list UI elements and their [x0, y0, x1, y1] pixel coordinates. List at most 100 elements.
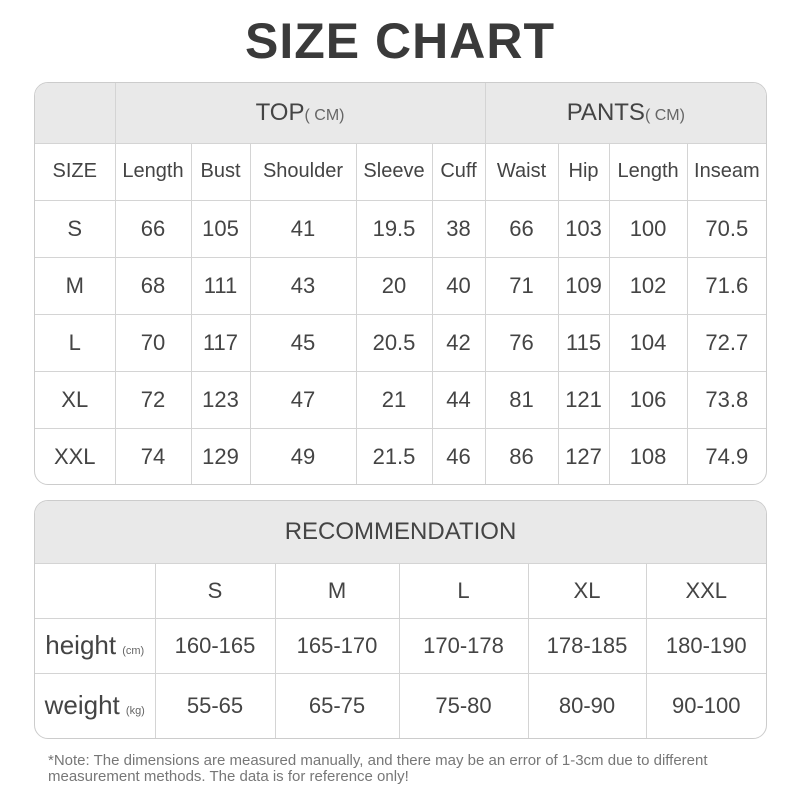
table-row: XXL 74 129 49 21.5 46 86 127 108 74.9	[35, 427, 766, 484]
table-cell: 47	[249, 370, 357, 429]
table-cell: 21.5	[355, 427, 433, 484]
table-cell: 109	[557, 256, 610, 315]
row-label: weight (kg)	[35, 672, 156, 738]
table-cell: 42	[431, 313, 486, 372]
recommendation-table: RECOMMENDATION S M L XL XXL height (cm) 160-16…	[34, 500, 767, 739]
table-cell: 21	[355, 370, 433, 429]
table-cell: 102	[608, 256, 688, 315]
table-cell: 121	[557, 370, 610, 429]
table-cell: 160-165	[154, 617, 276, 674]
table-cell: 71	[484, 256, 559, 315]
column-header-row: SIZE Length Bust Shoulder Sleeve Cuff Waist Hip…	[35, 142, 766, 201]
table-cell: 19.5	[355, 199, 433, 258]
table-cell: 65-75	[274, 672, 400, 738]
table-cell: 80-90	[527, 672, 647, 738]
row-label-text: weight	[44, 690, 120, 721]
table-cell: 66	[484, 199, 559, 258]
column-header: Waist	[484, 142, 559, 201]
group-label: TOP	[255, 98, 305, 126]
table-cell: 74.9	[686, 427, 766, 484]
table-cell: 44	[431, 370, 486, 429]
table-cell: 70.5	[686, 199, 766, 258]
table-cell: 81	[484, 370, 559, 429]
table-cell: 74	[114, 427, 192, 484]
size-label: XXL	[35, 427, 116, 484]
table-cell: 115	[557, 313, 610, 372]
table-cell: 117	[190, 313, 251, 372]
group-header-top: TOP( CM)	[114, 83, 486, 143]
column-header: Inseam	[686, 142, 766, 201]
size-header-row: S M L XL XXL	[35, 562, 766, 619]
group-label: PANTS	[566, 98, 645, 126]
group-unit: ( CM)	[304, 106, 345, 124]
corner-cell	[35, 83, 116, 143]
table-cell: 123	[190, 370, 251, 429]
table-cell: 41	[249, 199, 357, 258]
table-cell: 71.6	[686, 256, 766, 315]
table-cell: 106	[608, 370, 688, 429]
table-cell: 178-185	[527, 617, 647, 674]
size-header: M	[274, 562, 400, 619]
table-cell: 105	[190, 199, 251, 258]
table-cell: 49	[249, 427, 357, 484]
row-label-text: height	[45, 630, 117, 660]
table-cell: 68	[114, 256, 192, 315]
table-cell: 170-178	[398, 617, 529, 674]
row-unit: (cm)	[122, 645, 145, 657]
size-header: XXL	[645, 562, 766, 619]
table-cell: 46	[431, 427, 486, 484]
table-cell: 40	[431, 256, 486, 315]
size-header: XL	[527, 562, 647, 619]
corner-cell	[35, 562, 156, 619]
recommendation-title: RECOMMENDATION	[35, 501, 766, 563]
table-cell: 165-170	[274, 617, 400, 674]
table-row: XL 72 123 47 21 44 81 121 106 73.8	[35, 370, 766, 429]
column-header: Cuff	[431, 142, 486, 201]
column-header: Shoulder	[249, 142, 357, 201]
table-cell: 104	[608, 313, 688, 372]
row-unit: (kg)	[125, 705, 145, 718]
column-header: SIZE	[35, 142, 116, 201]
table-cell: 129	[190, 427, 251, 484]
column-header: Sleeve	[355, 142, 433, 201]
table-cell: 20.5	[355, 313, 433, 372]
column-header: Length	[608, 142, 688, 201]
table-cell: 103	[557, 199, 610, 258]
table-cell: 38	[431, 199, 486, 258]
table-cell: 73.8	[686, 370, 766, 429]
table-row: S 66 105 41 19.5 38 66 103 100 70.5	[35, 199, 766, 258]
table-cell: 72	[114, 370, 192, 429]
group-header-pants: PANTS( CM)	[484, 83, 766, 143]
table-cell: 20	[355, 256, 433, 315]
table-cell: 86	[484, 427, 559, 484]
table-cell: 70	[114, 313, 192, 372]
size-header: L	[398, 562, 529, 619]
table-cell: 127	[557, 427, 610, 484]
row-label: height (cm)	[35, 617, 156, 674]
table-cell: 111	[190, 256, 251, 315]
column-header: Length	[114, 142, 192, 201]
table-cell: 108	[608, 427, 688, 484]
table-cell: 55-65	[154, 672, 276, 738]
table-cell: 100	[608, 199, 688, 258]
table-cell: 180-190	[645, 617, 766, 674]
recommendation-row: weight (kg) 55-65 65-75 75-80 80-90 90-100	[35, 672, 766, 738]
table-cell: 76	[484, 313, 559, 372]
table-cell: 66	[114, 199, 192, 258]
table-cell: 90-100	[645, 672, 766, 738]
size-label: M	[35, 256, 116, 315]
column-header: Hip	[557, 142, 610, 201]
table-cell: 72.7	[686, 313, 766, 372]
group-unit: ( CM)	[644, 106, 685, 124]
footnote: *Note: The dimensions are measured manua…	[48, 752, 708, 785]
column-header: Bust	[190, 142, 251, 201]
table-cell: 45	[249, 313, 357, 372]
table-row: M 68 111 43 20 40 71 109 102 71.6	[35, 256, 766, 315]
size-header: S	[154, 562, 276, 619]
recommendation-row: height (cm) 160-165 165-170 170-178 178-185 1…	[35, 617, 766, 674]
page-title: SIZE CHART	[245, 13, 555, 69]
size-table: TOP( CM) PANTS( CM) SIZE Length Bust Should…	[34, 82, 767, 485]
size-label: L	[35, 313, 116, 372]
size-label: S	[35, 199, 116, 258]
size-label: XL	[35, 370, 116, 429]
